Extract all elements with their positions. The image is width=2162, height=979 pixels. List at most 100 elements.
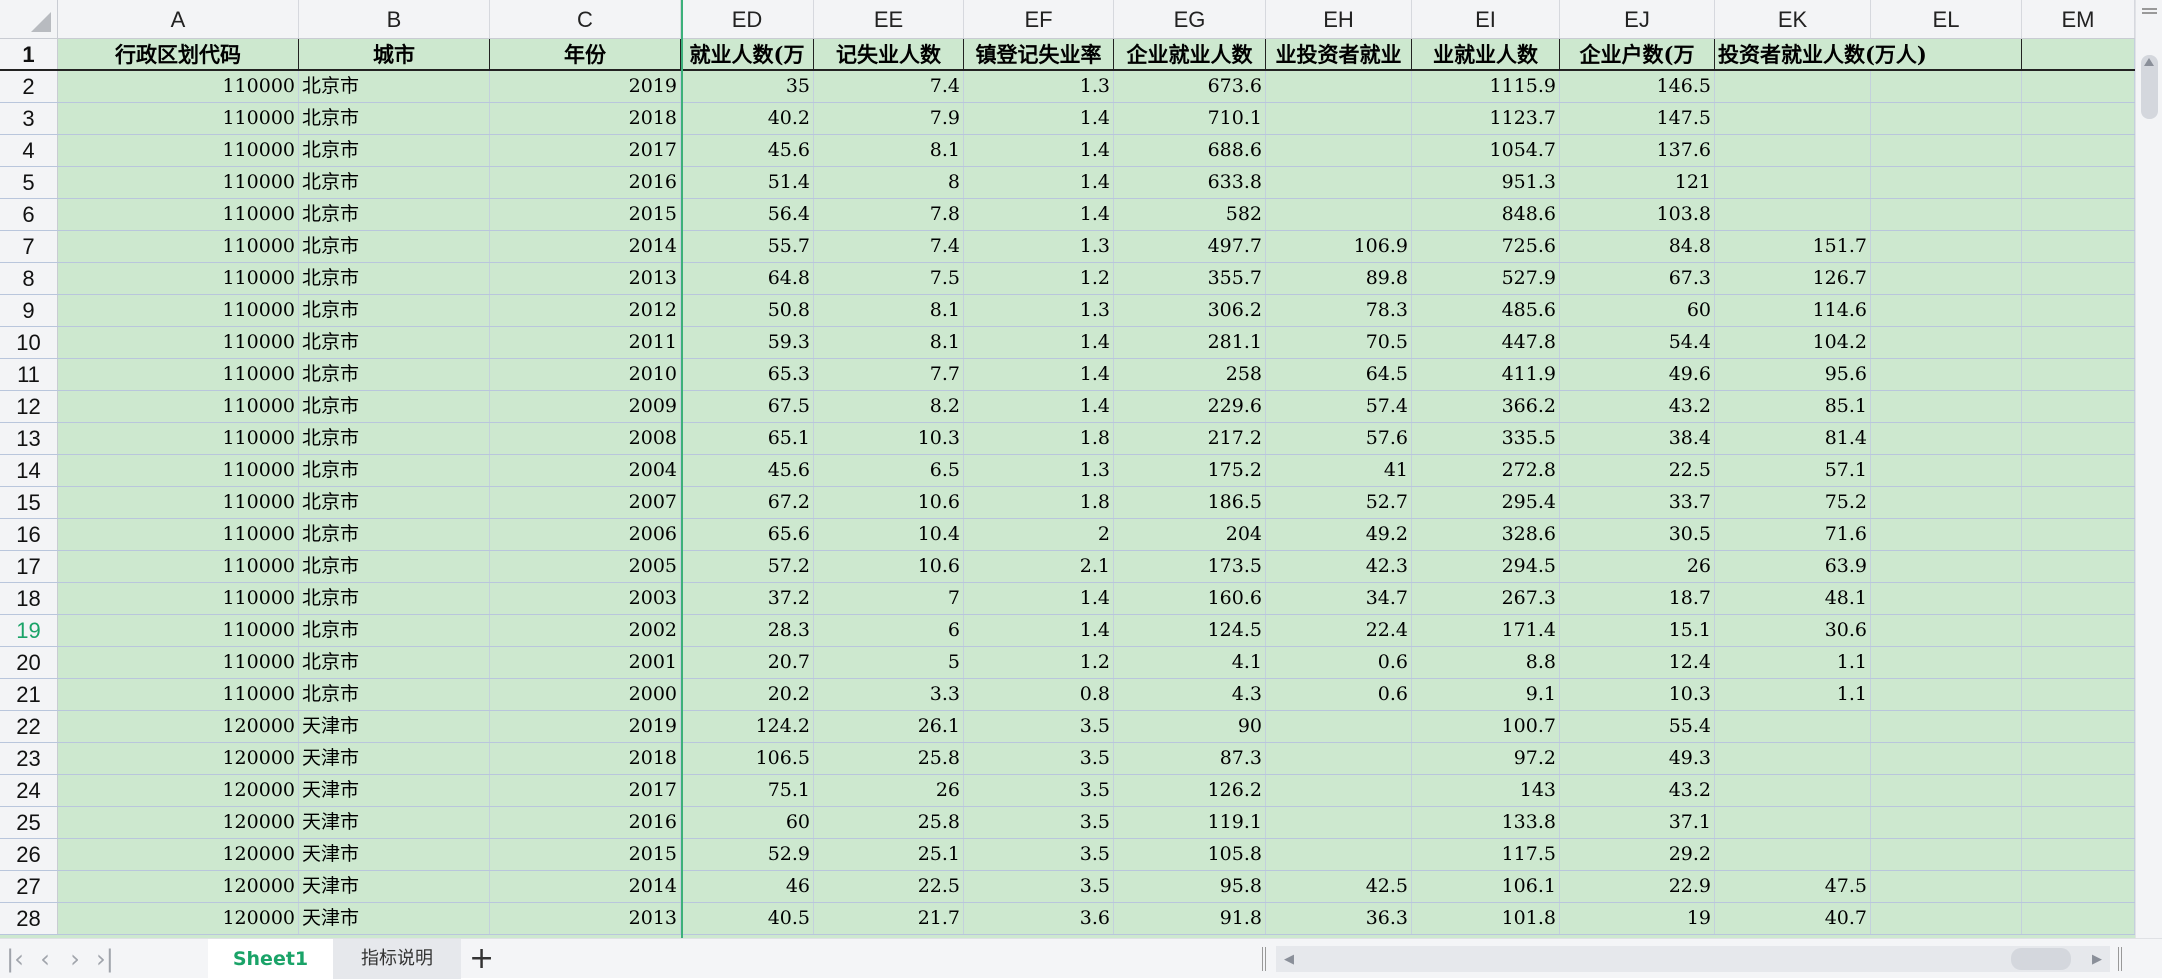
cell-EG[interactable]: 673.6 (1114, 71, 1266, 102)
header-cell[interactable] (2022, 39, 2135, 69)
cell-B[interactable]: 天津市 (299, 903, 490, 934)
cell-A[interactable]: 120000 (58, 711, 299, 742)
cell-EF[interactable]: 1.4 (964, 103, 1114, 134)
cell-B[interactable]: 天津市 (299, 711, 490, 742)
cell-EH[interactable]: 78.3 (1266, 295, 1412, 326)
header-cell[interactable]: 城市 (299, 39, 490, 69)
header-cell[interactable]: 记失业人数 (814, 39, 964, 69)
cell-EL[interactable] (1871, 903, 2022, 934)
row-header[interactable]: 12 (0, 391, 58, 422)
cell-EH[interactable] (1266, 807, 1412, 838)
cell-EG[interactable]: 105.8 (1114, 839, 1266, 870)
cell-EF[interactable]: 3.5 (964, 775, 1114, 806)
cell-EH[interactable]: 41 (1266, 455, 1412, 486)
cell-A[interactable]: 110000 (58, 487, 299, 518)
cell-EM[interactable] (2022, 807, 2135, 838)
cell-EK[interactable]: 104.2 (1715, 327, 1871, 358)
cell-EH[interactable] (1266, 135, 1412, 166)
cell-EK[interactable] (1715, 775, 1871, 806)
cell-ED[interactable]: 55.7 (681, 231, 814, 262)
cell-EE[interactable]: 25.8 (814, 743, 964, 774)
row-header[interactable]: 26 (0, 839, 58, 870)
column-header-EM[interactable]: EM (2022, 0, 2135, 38)
cell-EE[interactable]: 8 (814, 167, 964, 198)
first-sheet-icon[interactable]: |‹ (6, 944, 24, 973)
cell-EM[interactable] (2022, 327, 2135, 358)
cell-EJ[interactable]: 147.5 (1560, 103, 1715, 134)
cell-A[interactable]: 110000 (58, 327, 299, 358)
next-sheet-icon[interactable]: › (70, 944, 80, 973)
cell-EK[interactable]: 81.4 (1715, 423, 1871, 454)
cell-EL[interactable] (1871, 295, 2022, 326)
cell-EF[interactable]: 1.2 (964, 647, 1114, 678)
cell-B[interactable]: 天津市 (299, 775, 490, 806)
cell-EF[interactable]: 1.4 (964, 135, 1114, 166)
cell-EK[interactable] (1715, 743, 1871, 774)
row-header[interactable]: 3 (0, 103, 58, 134)
cell-EE[interactable]: 10.4 (814, 519, 964, 550)
cell-EH[interactable]: 42.3 (1266, 551, 1412, 582)
cell-EH[interactable] (1266, 199, 1412, 230)
cell-C[interactable]: 2019 (490, 71, 681, 102)
cell-EK[interactable]: 57.1 (1715, 455, 1871, 486)
cell-EJ[interactable]: 49.6 (1560, 359, 1715, 390)
cell-EJ[interactable]: 19 (1560, 903, 1715, 934)
cell-EE[interactable]: 26.1 (814, 711, 964, 742)
cell-EG[interactable]: 306.2 (1114, 295, 1266, 326)
cell-EF[interactable]: 0.8 (964, 679, 1114, 710)
cell-EF[interactable]: 3.5 (964, 871, 1114, 902)
cell-B[interactable]: 北京市 (299, 231, 490, 262)
cell-EF[interactable]: 3.6 (964, 903, 1114, 934)
cell-ED[interactable]: 65.3 (681, 359, 814, 390)
cell-A[interactable]: 110000 (58, 423, 299, 454)
cell-B[interactable]: 天津市 (299, 743, 490, 774)
cell-EH[interactable]: 89.8 (1266, 263, 1412, 294)
cell-EK[interactable]: 151.7 (1715, 231, 1871, 262)
cell-A[interactable]: 110000 (58, 679, 299, 710)
cell-EE[interactable]: 7 (814, 583, 964, 614)
cell-EM[interactable] (2022, 263, 2135, 294)
cell-A[interactable]: 110000 (58, 583, 299, 614)
header-cell[interactable]: 行政区划代码 (58, 39, 299, 69)
cell-EL[interactable] (1871, 679, 2022, 710)
column-header-EK[interactable]: EK (1715, 0, 1871, 38)
cell-A[interactable]: 110000 (58, 71, 299, 102)
cell-B[interactable]: 北京市 (299, 423, 490, 454)
cell-A[interactable]: 110000 (58, 295, 299, 326)
row-header[interactable]: 8 (0, 263, 58, 294)
row-header[interactable]: 1 (0, 39, 58, 69)
cell-EJ[interactable]: 15.1 (1560, 615, 1715, 646)
cell-EF[interactable]: 1.3 (964, 295, 1114, 326)
cell-A[interactable]: 110000 (58, 391, 299, 422)
cell-EE[interactable]: 26 (814, 775, 964, 806)
column-header-B[interactable]: B (299, 0, 490, 38)
cell-EM[interactable] (2022, 295, 2135, 326)
cell-EL[interactable] (1871, 103, 2022, 134)
cell-EH[interactable]: 34.7 (1266, 583, 1412, 614)
cell-EM[interactable] (2022, 871, 2135, 902)
cell-EI[interactable]: 527.9 (1412, 263, 1560, 294)
cell-EJ[interactable]: 43.2 (1560, 391, 1715, 422)
cell-EF[interactable]: 1.3 (964, 71, 1114, 102)
cell-C[interactable]: 2005 (490, 551, 681, 582)
cell-EI[interactable]: 101.8 (1412, 903, 1560, 934)
cell-EM[interactable] (2022, 359, 2135, 390)
cell-EI[interactable]: 267.3 (1412, 583, 1560, 614)
cell-EM[interactable] (2022, 679, 2135, 710)
cell-EI[interactable]: 1123.7 (1412, 103, 1560, 134)
cell-EI[interactable]: 294.5 (1412, 551, 1560, 582)
cell-EH[interactable]: 22.4 (1266, 615, 1412, 646)
cell-EJ[interactable]: 18.7 (1560, 583, 1715, 614)
cell-B[interactable]: 北京市 (299, 263, 490, 294)
cell-EE[interactable]: 8.1 (814, 135, 964, 166)
cell-B[interactable]: 北京市 (299, 359, 490, 390)
cell-B[interactable]: 北京市 (299, 71, 490, 102)
cell-EI[interactable]: 100.7 (1412, 711, 1560, 742)
cell-EF[interactable]: 1.4 (964, 583, 1114, 614)
cell-EF[interactable]: 1.3 (964, 231, 1114, 262)
cell-EH[interactable]: 49.2 (1266, 519, 1412, 550)
cell-EI[interactable]: 117.5 (1412, 839, 1560, 870)
last-sheet-icon[interactable]: ›| (96, 944, 114, 973)
cell-EL[interactable] (1871, 519, 2022, 550)
cell-A[interactable]: 110000 (58, 647, 299, 678)
